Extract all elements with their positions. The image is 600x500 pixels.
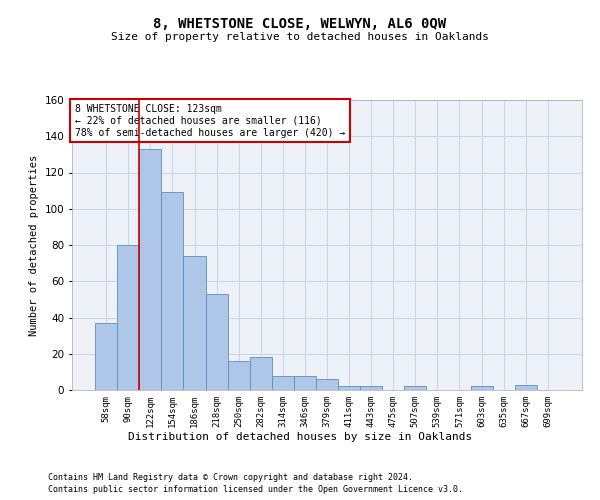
Bar bbox=[470, 386, 493, 390]
Text: Distribution of detached houses by size in Oaklands: Distribution of detached houses by size … bbox=[128, 432, 472, 442]
Text: 8 WHETSTONE CLOSE: 123sqm
← 22% of detached houses are smaller (116)
78% of semi: 8 WHETSTONE CLOSE: 123sqm ← 22% of detac… bbox=[74, 104, 345, 138]
Bar bbox=[294, 376, 316, 390]
Text: Contains HM Land Registry data © Crown copyright and database right 2024.: Contains HM Land Registry data © Crown c… bbox=[48, 472, 413, 482]
Bar bbox=[227, 361, 250, 390]
Bar bbox=[360, 386, 382, 390]
Bar bbox=[316, 379, 338, 390]
Bar bbox=[184, 256, 206, 390]
Bar bbox=[338, 386, 360, 390]
Bar bbox=[250, 358, 272, 390]
Bar bbox=[206, 294, 227, 390]
Bar bbox=[139, 149, 161, 390]
Bar bbox=[272, 376, 294, 390]
Bar bbox=[161, 192, 184, 390]
Text: Contains public sector information licensed under the Open Government Licence v3: Contains public sector information licen… bbox=[48, 485, 463, 494]
Bar bbox=[515, 384, 537, 390]
Bar bbox=[117, 245, 139, 390]
Text: Size of property relative to detached houses in Oaklands: Size of property relative to detached ho… bbox=[111, 32, 489, 42]
Bar bbox=[95, 323, 117, 390]
Y-axis label: Number of detached properties: Number of detached properties bbox=[29, 154, 39, 336]
Bar bbox=[404, 386, 427, 390]
Text: 8, WHETSTONE CLOSE, WELWYN, AL6 0QW: 8, WHETSTONE CLOSE, WELWYN, AL6 0QW bbox=[154, 18, 446, 32]
